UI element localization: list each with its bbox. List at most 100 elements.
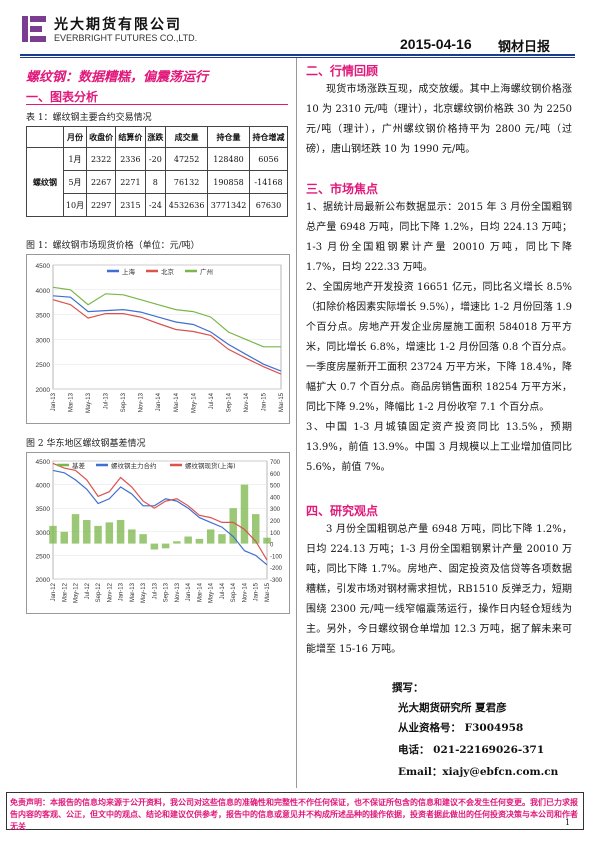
y2-tick-label: 200 xyxy=(270,519,281,525)
table-corner xyxy=(26,126,64,148)
y-tick-label: 4000 xyxy=(36,288,51,295)
x-tick-label: Jan-15 xyxy=(261,392,267,411)
y-tick-label: 2000 xyxy=(36,577,51,584)
x-tick-label: Nov-12 xyxy=(107,582,113,602)
report-title: 螺纹钢：数据糟糕，偏震荡运行 xyxy=(26,70,209,85)
table-cell: 2315 xyxy=(115,193,146,217)
x-tick-label: Jul-13 xyxy=(152,582,158,599)
basis-bar xyxy=(206,529,215,544)
basis-bar xyxy=(128,529,136,544)
basis-bar xyxy=(105,522,114,544)
x-tick-label: Sep-12 xyxy=(96,582,102,602)
x-tick-label: Mar-14 xyxy=(174,392,180,412)
y-tick-label: 4500 xyxy=(36,459,51,466)
y2-tick-label: 500 xyxy=(270,484,281,490)
basis-bar xyxy=(83,520,91,544)
x-tick-label: Mar-12 xyxy=(62,582,68,602)
y-tick-label: 3500 xyxy=(36,313,51,320)
y2-tick-label: 600 xyxy=(270,472,281,478)
table-row: 5月 2267 2271 8 76132 190858 -14168 xyxy=(27,170,289,194)
basis-bar xyxy=(173,541,181,544)
section-heading-market-review: 二、行情回顾 xyxy=(306,64,379,78)
section-heading-market-focus: 三、市场焦点 xyxy=(306,182,379,196)
author-name: 光大期货研究所 夏君彦 xyxy=(398,702,507,714)
table-row-label: 螺纹钢 xyxy=(26,147,64,217)
basis-bar xyxy=(229,508,237,544)
series-line-2 xyxy=(52,462,268,561)
x-tick-label: Jan-12 xyxy=(51,582,57,601)
x-tick-label: May-14 xyxy=(209,582,215,603)
table-cell: 5月 xyxy=(63,170,87,194)
x-tick-label: May-13 xyxy=(86,392,92,413)
table-cell: 128480 xyxy=(207,147,250,171)
x-tick-label: Sep-13 xyxy=(121,392,127,412)
page-number: 1 xyxy=(565,818,571,827)
x-tick-label: Jan-13 xyxy=(119,582,125,601)
y2-tick-label: 700 xyxy=(270,460,281,466)
x-tick-label: Jan-14 xyxy=(156,392,162,411)
legend-label: 北京 xyxy=(161,267,175,276)
table-cell: 67630 xyxy=(248,193,289,217)
focus-item: 2、全国房地产开发投资 16651 亿元，同比名义增长 8.5%（扣除价格因素实… xyxy=(306,282,572,413)
table-cell: 2336 xyxy=(115,147,146,171)
x-tick-label: Nov-13 xyxy=(139,392,145,412)
basis-bar xyxy=(263,537,271,544)
x-tick-label: May-12 xyxy=(74,582,80,603)
market-focus-list: 1、据统计局最新公布数据显示：2015 年 3 月份全国粗钢总产量 6948 万… xyxy=(306,198,572,478)
table-cell: 10月 xyxy=(63,193,87,217)
x-tick-label: Jul-13 xyxy=(104,392,110,409)
author-phone: 电话： 021-22169026-371 xyxy=(398,744,545,756)
x-tick-label: Jul-14 xyxy=(220,582,226,599)
table-cell: -20 xyxy=(144,147,167,171)
company-name-en: EVERBRIGHT FUTURES CO.,LTD. xyxy=(54,33,198,43)
table-cell: 76132 xyxy=(165,170,209,194)
table-cell: -14168 xyxy=(248,170,289,194)
chart1-caption: 图 1：螺纹钢市场现货价格（单位：元/吨） xyxy=(26,241,200,251)
chart2-caption: 图 2 华东地区螺纹钢基差情况 xyxy=(26,439,146,449)
y-tick-label: 3500 xyxy=(36,506,51,513)
table-cell: 8 xyxy=(144,170,167,194)
disclaimer-box xyxy=(6,792,584,830)
author-email: Email：xiajy@ebfcn.com.cn xyxy=(398,766,559,778)
series-line-1 xyxy=(52,469,268,566)
author-label: 撰写： xyxy=(392,682,424,694)
table-header-cell: 结算价 xyxy=(115,126,146,148)
table-header-cell: 持仓增减 xyxy=(248,126,289,148)
section-underline xyxy=(26,104,288,105)
table-header-cell: 持仓量 xyxy=(207,126,250,148)
x-tick-label: Jan-15 xyxy=(254,582,260,601)
legend-label: 螺纹钢主力合约 xyxy=(111,461,157,470)
series-line-0 xyxy=(52,295,282,372)
basis-bar xyxy=(139,534,147,544)
disclaimer-text: 免责声明：本报告的信息均来源于公开资料，我公司对这些信息的准确性和完整性不作任何… xyxy=(10,797,578,831)
report-type: 钢材日报 xyxy=(498,40,551,55)
x-tick-label: Sep-14 xyxy=(231,582,237,602)
table-row: 10月 2297 2315 -24 4532636 3771342 67630 xyxy=(27,193,289,217)
y2-tick-label: -300 xyxy=(270,578,283,584)
x-tick-label: Jan-13 xyxy=(51,392,57,411)
report-date: 2015-04-16 xyxy=(400,36,472,52)
basis-bar xyxy=(195,538,204,544)
basis-bar xyxy=(218,534,226,544)
section-heading-research-opinion: 四、研究观点 xyxy=(306,504,379,518)
column-divider xyxy=(296,58,297,788)
table-cell: 2297 xyxy=(85,193,117,217)
table-cell: 2267 xyxy=(85,170,117,194)
y2-tick-label: 400 xyxy=(270,495,281,501)
basis-chart: 4500400035003000250020007006005004003002… xyxy=(26,452,290,614)
legend-label: 广州 xyxy=(200,267,213,276)
table-header-cell: 收盘价 xyxy=(85,126,117,148)
header-divider xyxy=(20,54,575,56)
basis-bar xyxy=(184,536,192,544)
table-cell: 1月 xyxy=(63,147,87,171)
focus-item: 3、中国 1-3 月城镇固定资产投资同比 13.5%，预期 13.9%，前值 1… xyxy=(306,422,572,473)
legend-label: 基差 xyxy=(72,461,86,470)
y-tick-label: 4500 xyxy=(36,263,51,270)
legend-label: 螺纹钢现货(上海) xyxy=(185,461,236,470)
legend-label: 上海 xyxy=(122,267,136,276)
x-tick-label: May-14 xyxy=(191,392,197,413)
y2-tick-label: 0 xyxy=(270,543,274,549)
table-cell: -24 xyxy=(144,193,167,217)
table-cell: 2271 xyxy=(115,170,146,194)
